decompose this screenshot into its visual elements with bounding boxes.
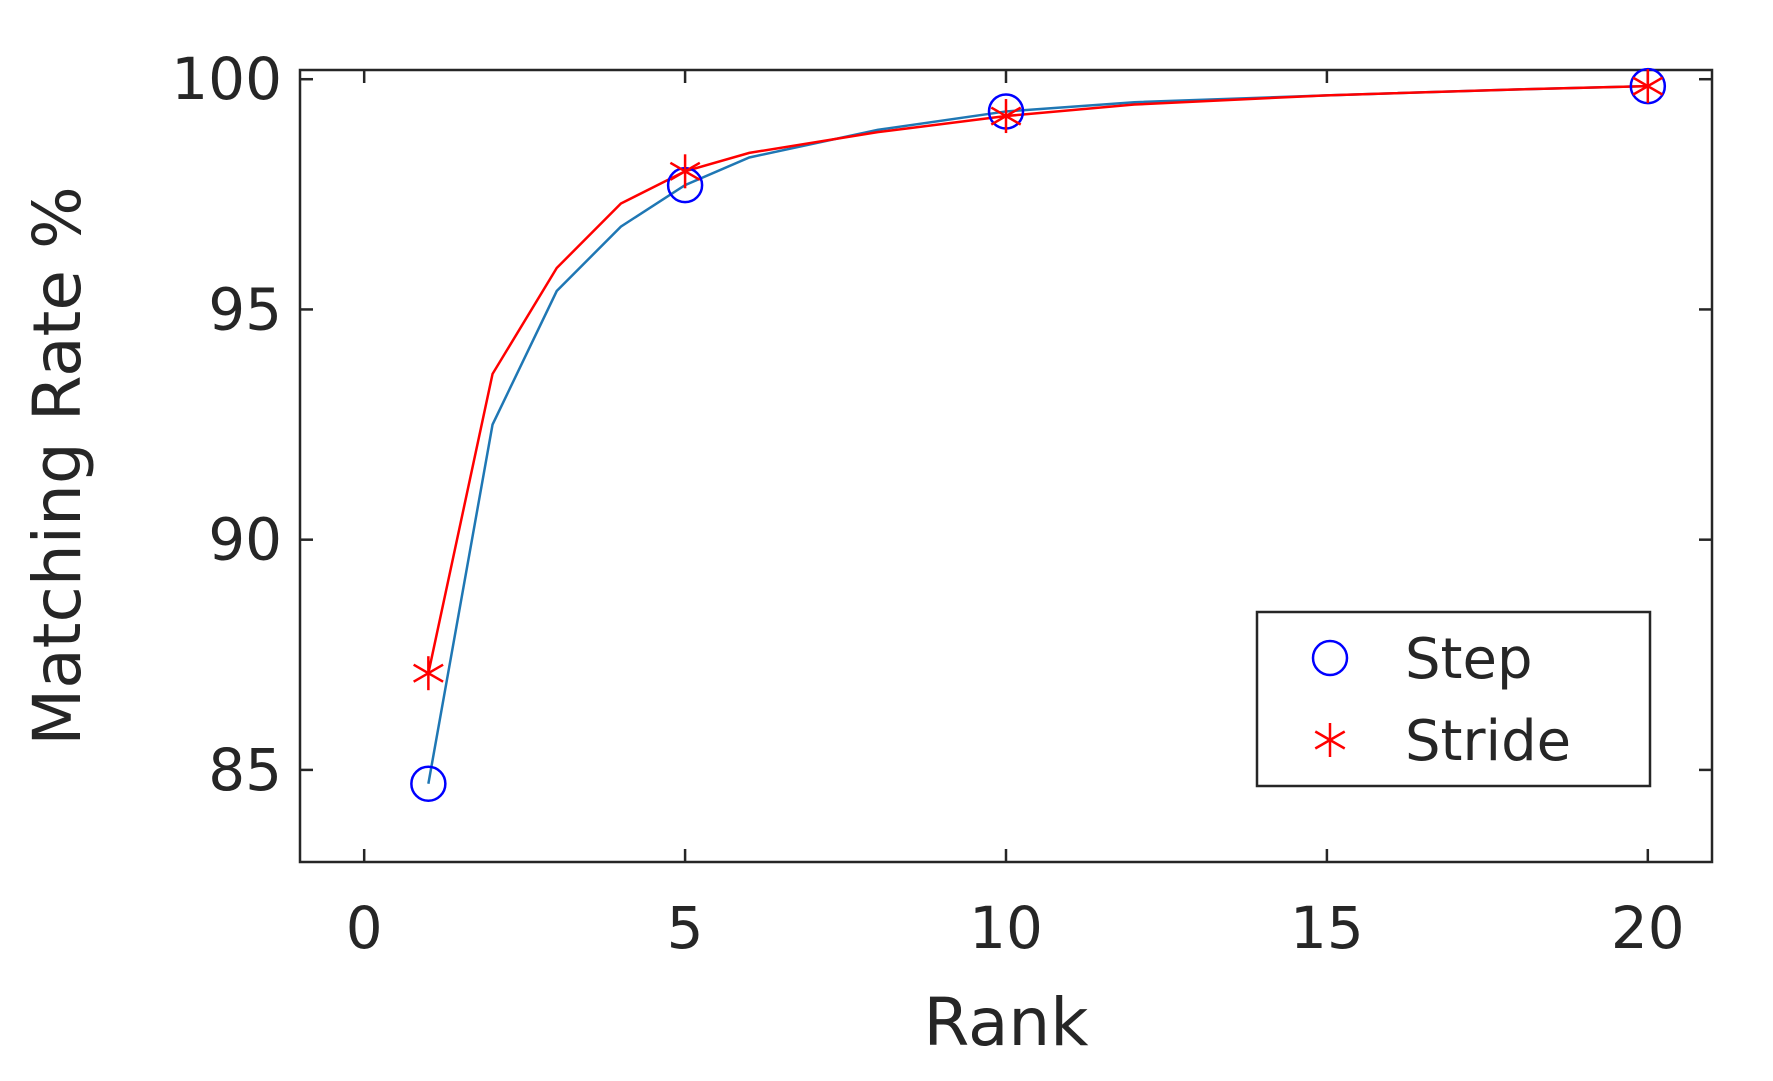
y-tick-label: 85	[208, 736, 282, 804]
series-line-stride	[427, 84, 1648, 674]
y-axis-title: Matching Rate %	[19, 186, 96, 745]
x-tick-label: 15	[1290, 894, 1364, 962]
data-point-step	[410, 765, 447, 802]
x-tick-label: 10	[969, 894, 1043, 962]
legend-label-stride: Stride	[1405, 709, 1571, 774]
data-point-stride-stroke	[669, 161, 701, 181]
legend-marker-stride-stroke	[1314, 730, 1346, 750]
data-point-stride	[669, 154, 701, 189]
y-tick-label: 95	[208, 275, 282, 343]
legend-entries: Step Stride	[1311, 627, 1571, 774]
legend-marker-step	[1311, 639, 1349, 677]
series-lines	[427, 84, 1648, 784]
x-axis-title: Rank	[924, 984, 1090, 1061]
y-tick-label: 100	[171, 45, 282, 113]
x-tick-label: 0	[346, 894, 383, 962]
tick-labels: 0 5 10 15 20 85 90 95 100	[171, 45, 1684, 962]
legend: Step Stride	[1255, 610, 1652, 788]
series-markers	[410, 67, 1667, 802]
data-point-stride	[1632, 69, 1664, 104]
x-tick-label: 5	[667, 894, 704, 962]
legend-box	[1255, 610, 1652, 788]
legend-marker-stride	[1314, 723, 1346, 757]
data-point-stride-stroke	[990, 106, 1022, 126]
data-point-stride	[413, 656, 444, 691]
legend-label-step: Step	[1405, 627, 1533, 692]
data-point-stride-stroke	[413, 663, 444, 683]
data-point-stride-stroke	[1632, 76, 1664, 96]
x-tick-label: 20	[1611, 894, 1685, 962]
data-point-stride	[990, 99, 1022, 134]
y-tick-label: 90	[208, 506, 282, 574]
